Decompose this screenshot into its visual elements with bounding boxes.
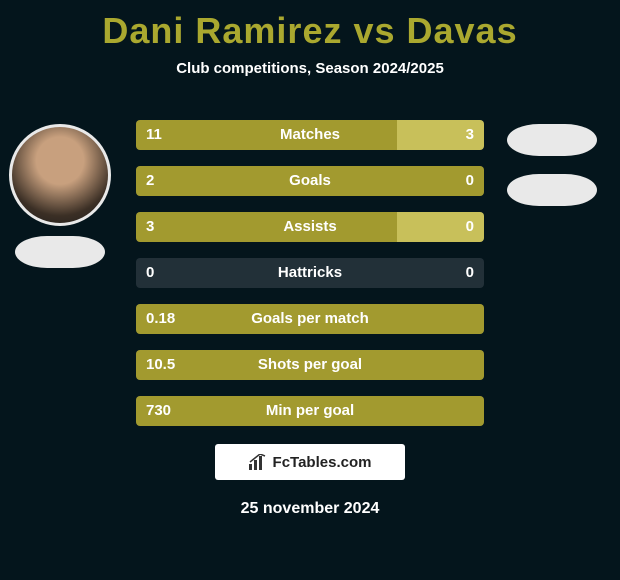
bar-row: 2Goals0 <box>136 166 484 196</box>
bar-label: Goals per match <box>136 304 484 334</box>
bar-row: 10.5Shots per goal <box>136 350 484 380</box>
bar-label: Shots per goal <box>136 350 484 380</box>
bar-label: Assists <box>136 212 484 242</box>
bar-value-right: 0 <box>466 166 474 196</box>
bar-row: 730Min per goal <box>136 396 484 426</box>
bar-label: Goals <box>136 166 484 196</box>
player-right-club-badge-2 <box>507 174 597 206</box>
bar-label: Hattricks <box>136 258 484 288</box>
player-left <box>6 124 114 268</box>
chart-icon <box>249 454 267 470</box>
player-right-club-badge-1 <box>507 124 597 156</box>
player-right <box>502 124 602 206</box>
watermark: FcTables.com <box>215 444 405 480</box>
bar-row: 3Assists0 <box>136 212 484 242</box>
bar-value-right: 0 <box>466 212 474 242</box>
comparison-bars: 11Matches32Goals03Assists00Hattricks00.1… <box>136 120 484 442</box>
page-title: Dani Ramirez vs Davas <box>0 0 620 52</box>
date-label: 25 november 2024 <box>0 500 620 518</box>
bar-row: 0.18Goals per match <box>136 304 484 334</box>
bar-row: 0Hattricks0 <box>136 258 484 288</box>
page-subtitle: Club competitions, Season 2024/2025 <box>0 60 620 77</box>
bar-value-right: 3 <box>466 120 474 150</box>
watermark-text: FcTables.com <box>273 454 372 471</box>
bar-value-right: 0 <box>466 258 474 288</box>
bar-label: Matches <box>136 120 484 150</box>
bar-label: Min per goal <box>136 396 484 426</box>
player-left-avatar <box>9 124 111 226</box>
bar-row: 11Matches3 <box>136 120 484 150</box>
player-left-club-badge <box>15 236 105 268</box>
